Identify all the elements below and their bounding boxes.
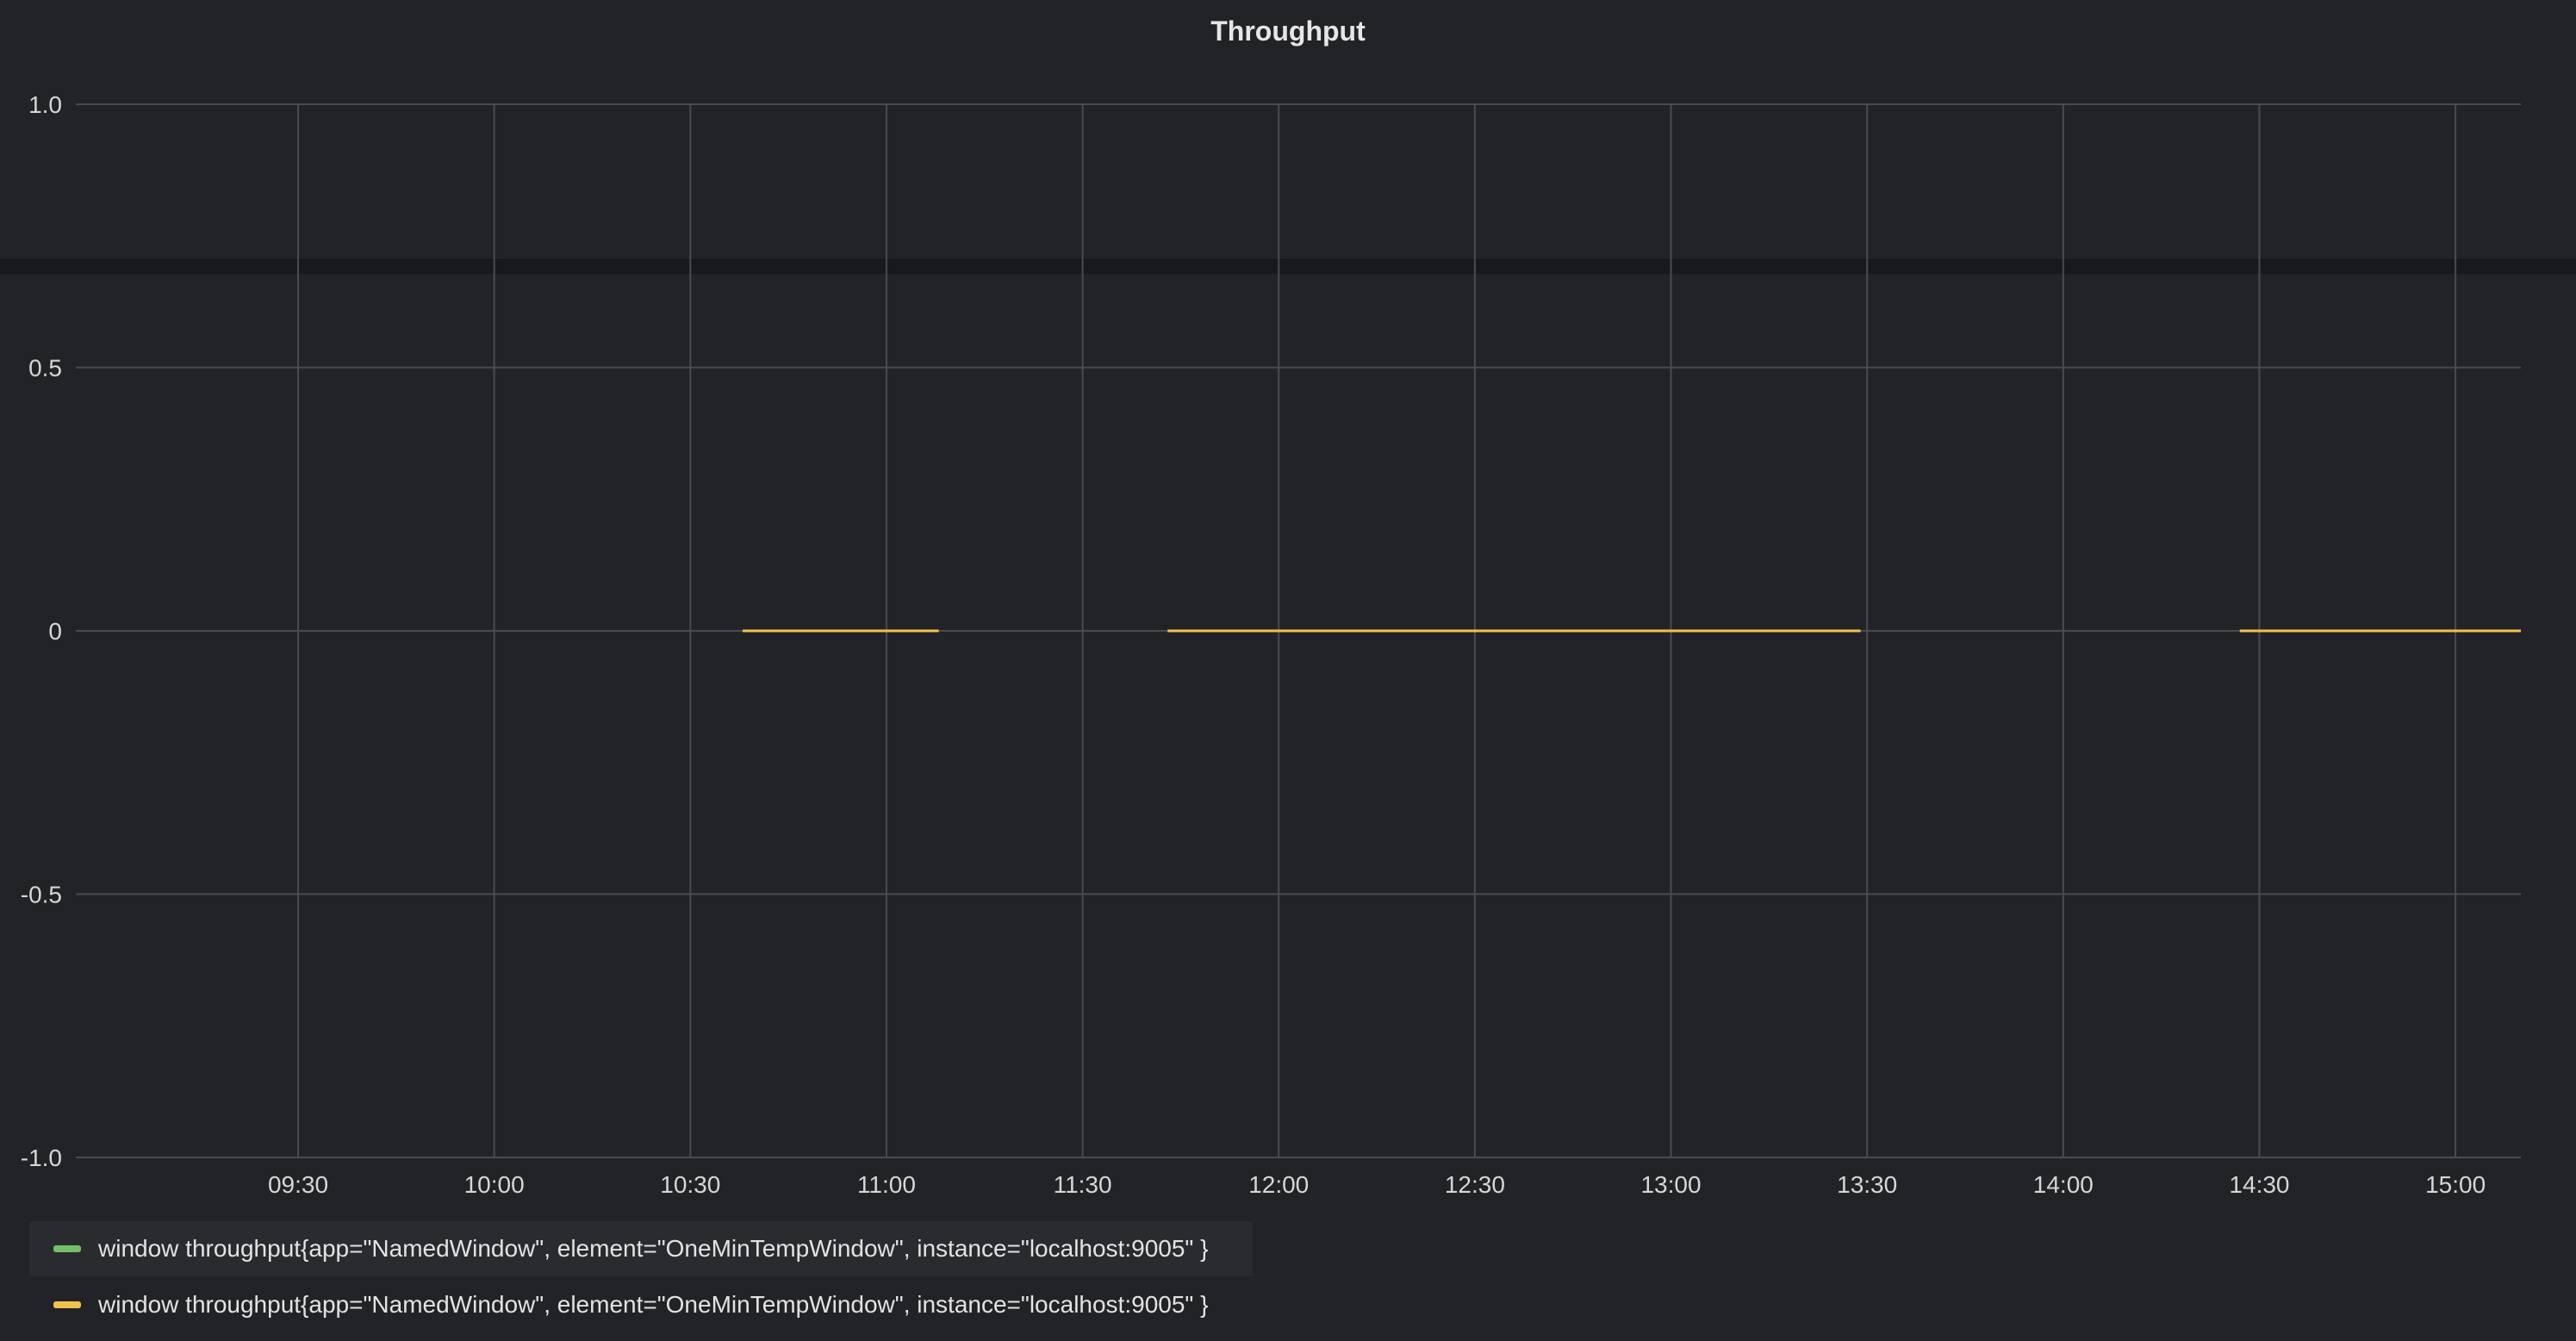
x-tick-label: 12:30 (1445, 1171, 1505, 1198)
x-tick-label: 13:30 (1837, 1171, 1897, 1198)
legend-swatch-yellow (53, 1301, 81, 1308)
panel-divider-band (0, 259, 2576, 274)
x-tick-label: 13:00 (1640, 1171, 1701, 1198)
x-tick-label: 09:30 (268, 1171, 328, 1198)
y-tick-label: 0 (48, 618, 62, 645)
legend-swatch-green (53, 1245, 81, 1252)
legend-item-yellow[interactable]: window throughput{app="NamedWindow", ele… (29, 1277, 1253, 1332)
x-tick-label: 10:30 (660, 1171, 720, 1198)
chart-title: Throughput (1210, 16, 1366, 47)
x-tick-label: 11:30 (1054, 1171, 1112, 1198)
x-tick-label: 14:00 (2033, 1171, 2094, 1198)
x-tick-label: 11:00 (857, 1171, 916, 1198)
legend-label: window throughput{app="NamedWindow", ele… (98, 1235, 1209, 1262)
x-tick-label: 14:30 (2229, 1171, 2289, 1198)
y-tick-label: -1.0 (21, 1145, 62, 1171)
legend-item-green[interactable]: window throughput{app="NamedWindow", ele… (29, 1221, 1254, 1276)
y-tick-label: -0.5 (21, 882, 62, 908)
x-tick-label: 15:00 (2425, 1171, 2486, 1198)
y-tick-label: 0.5 (28, 355, 62, 382)
x-tick-label: 10:00 (464, 1171, 525, 1198)
x-tick-label: 12:00 (1248, 1171, 1309, 1198)
legend-label: window throughput{app="NamedWindow", ele… (98, 1291, 1209, 1318)
y-tick-label: 1.0 (28, 91, 62, 118)
